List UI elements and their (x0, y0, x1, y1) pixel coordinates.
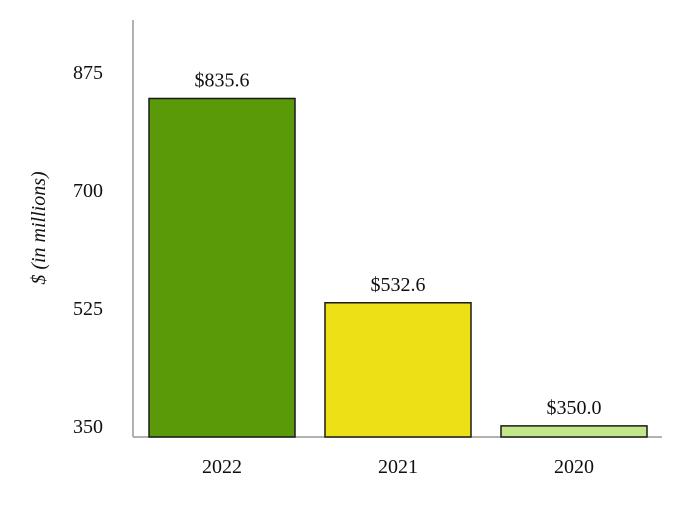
y-tick-label-700: 700 (73, 180, 103, 202)
data-labels: $835.6 $532.6 $350.0 (195, 69, 602, 418)
x-tick-label-2021: 2021 (378, 456, 418, 478)
y-axis-title: $ (in millions) (28, 171, 50, 285)
y-tick-label-350: 350 (73, 416, 103, 438)
y-tick-label-525: 525 (73, 298, 103, 320)
bar-2020 (500, 425, 648, 438)
y-tick-labels: 350 525 700 875 (73, 62, 103, 438)
data-label-2020: $350.0 (547, 397, 602, 419)
data-label-2021: $532.6 (371, 274, 426, 296)
x-tick-label-2020: 2020 (554, 456, 594, 478)
bar-2022 (148, 97, 296, 438)
bars (148, 97, 648, 438)
y-tick-label-875: 875 (73, 62, 103, 84)
x-tick-labels: 2022 2021 2020 (202, 456, 594, 478)
bar-2021 (324, 302, 472, 438)
data-label-2022: $835.6 (195, 69, 250, 91)
x-tick-label-2022: 2022 (202, 456, 242, 478)
